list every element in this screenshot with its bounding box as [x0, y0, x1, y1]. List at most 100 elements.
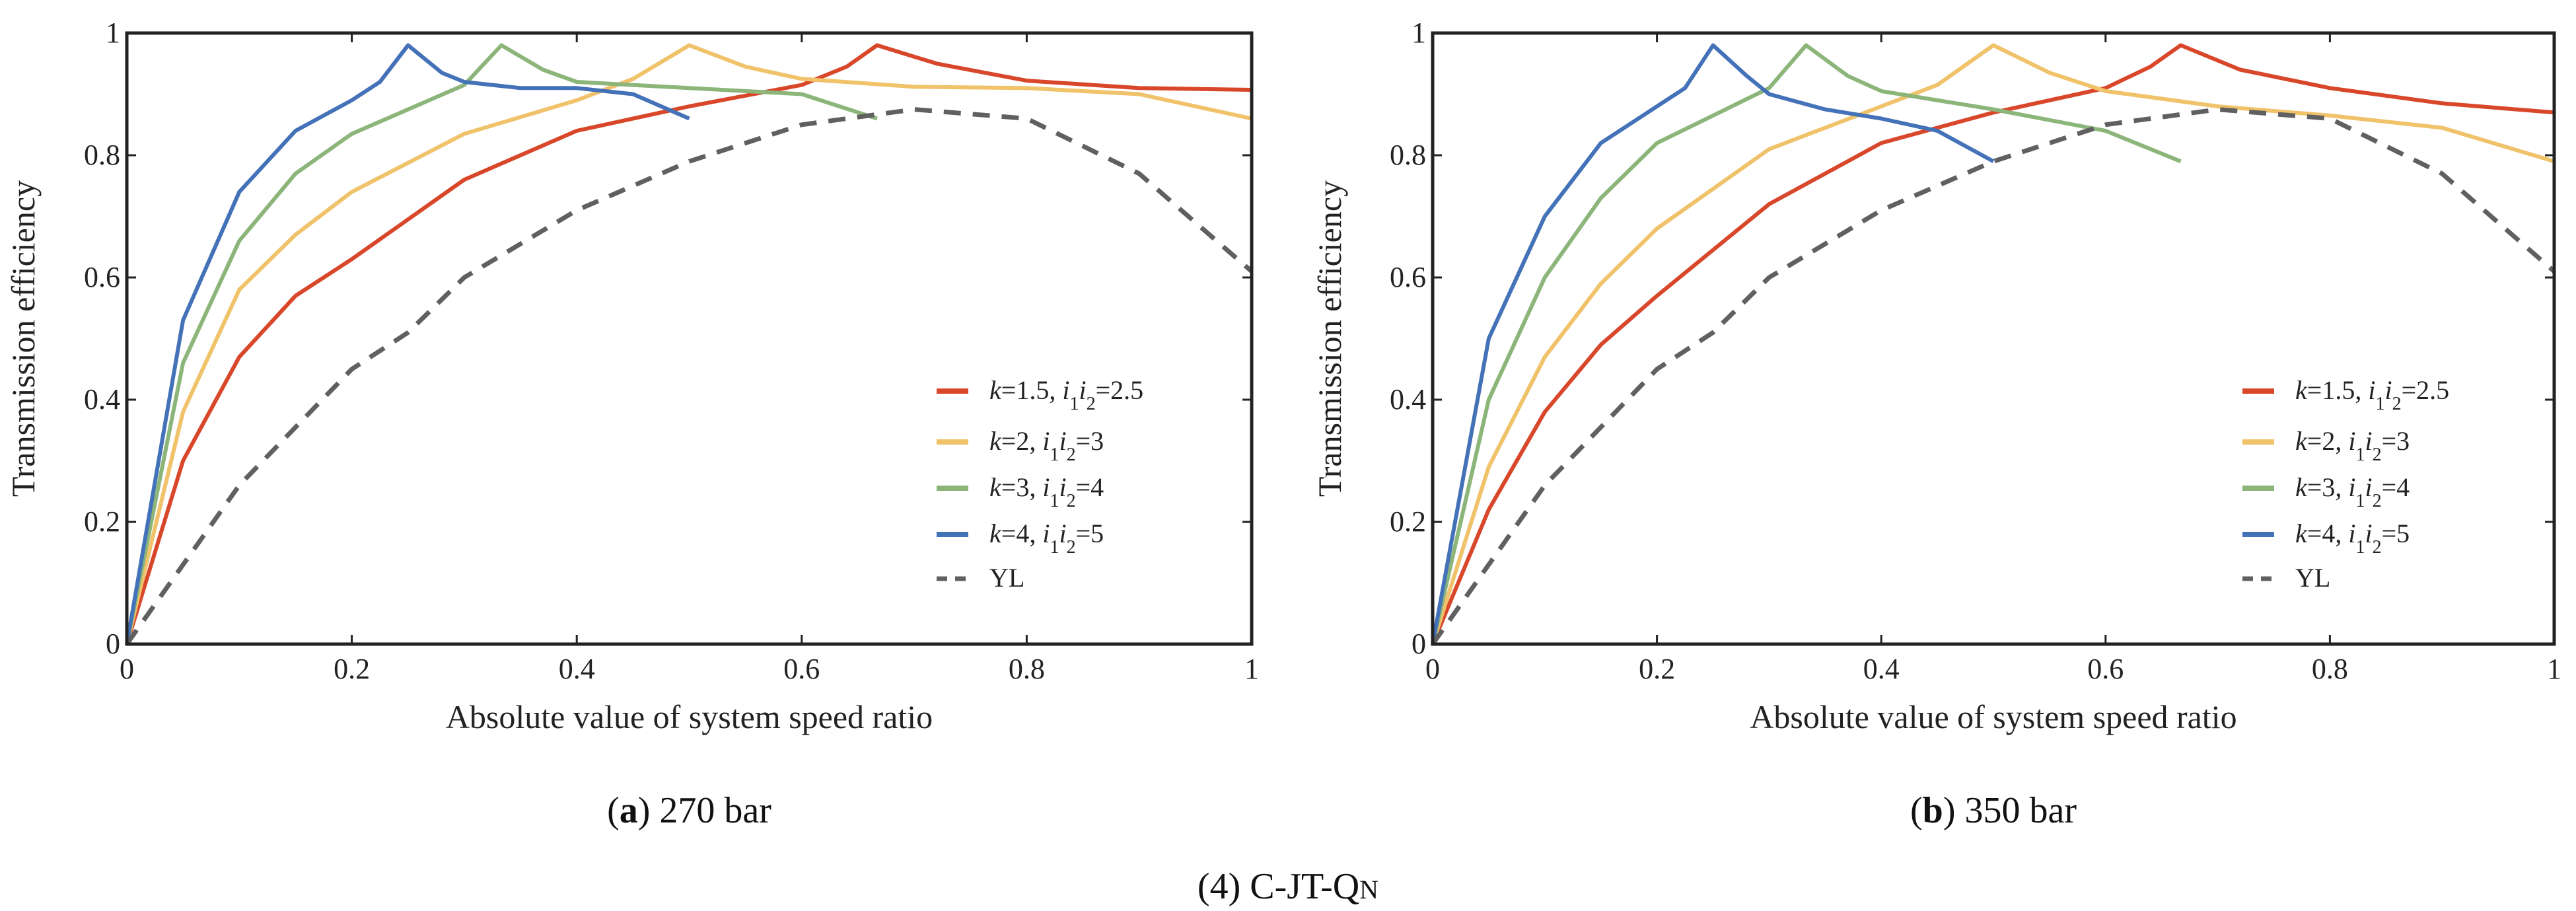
x-tick-label: 0.2	[334, 653, 370, 685]
x-tick-label: 0	[1425, 653, 1440, 685]
legend-label-part: 2	[2392, 394, 2402, 414]
legend-label-part: =4	[2382, 472, 2410, 502]
y-tick-label: 1	[1412, 17, 1426, 49]
legend-label-part: =2,	[1001, 426, 1043, 456]
legend-label-part: 1	[1050, 445, 1059, 465]
legend-label-part: 2	[2373, 537, 2382, 558]
legend-label-part: 1	[2355, 537, 2365, 558]
legend-label-part: 1	[2375, 394, 2384, 414]
legend-label-part: 1	[1050, 537, 1059, 558]
legend-label-part: k	[989, 375, 1002, 405]
y-tick-label: 0.8	[84, 139, 120, 171]
y-tick-label: 0	[106, 628, 120, 660]
x-tick-label: 0.2	[1639, 653, 1675, 685]
legend-label-part: i	[2368, 375, 2375, 405]
legend-label: k=4, i1i2=5	[2295, 519, 2410, 558]
y-tick-label: 0.4	[1390, 383, 1426, 416]
legend-label-part: 1	[2355, 445, 2365, 465]
plot-frame	[1431, 31, 2556, 646]
legend-label-part: i	[1059, 472, 1066, 502]
legend-label-part: =1.5,	[2307, 375, 2369, 405]
legend-label-part: YL	[2295, 563, 2330, 593]
legend-label: k=1.5, i1i2=2.5	[2295, 375, 2449, 414]
chart-panel-b: 0 0.2 0.4 0.6 0.8 100.20.40.60.81k=1.5, i1i2=…	[1311, 17, 2561, 831]
legend-label-part: =5	[2382, 519, 2410, 548]
legend-label-part: i	[1062, 375, 1069, 405]
legend-label-part: i	[2348, 472, 2355, 502]
legend-label-part: i	[1042, 426, 1050, 456]
x-tick-label: 0.4	[559, 653, 595, 685]
legend-label-part: 2	[1067, 491, 1076, 511]
legend-label-part: =3,	[2307, 472, 2349, 502]
legend-label-part: i	[2365, 426, 2372, 456]
x-tick-label: 0.6	[783, 653, 820, 685]
subfigure-text: 270 bar	[650, 790, 771, 831]
legend-label-part: =5	[1076, 519, 1104, 548]
y-tick-label: 0.8	[1390, 139, 1426, 171]
x-axis-label: Absolute value of system speed ratio	[1750, 698, 2236, 735]
x-tick-label: 0.6	[2087, 653, 2124, 685]
subfigure-letter: b	[1923, 790, 1943, 831]
y-axis-label: Transmission efficiency	[1311, 180, 1348, 497]
figure-caption-subscript: N	[1359, 875, 1378, 904]
subfigure-caption: (a) 270 bar	[607, 790, 771, 831]
legend-label-part: k	[2295, 472, 2308, 502]
legend-label-part: k	[2295, 426, 2308, 456]
legend-label-part: i	[1059, 519, 1066, 548]
legend-label-part: =1.5,	[1001, 375, 1063, 405]
x-tick-label: 0.8	[2312, 653, 2348, 685]
legend-label-part: k	[2295, 519, 2308, 548]
plot-frame	[125, 31, 1254, 646]
legend-label: YL	[989, 563, 1024, 593]
series-line-k3	[1431, 43, 2182, 645]
series-line-yl	[1431, 107, 2556, 646]
y-tick-label: 0.6	[1390, 261, 1426, 293]
legend-label: k=3, i1i2=4	[2295, 472, 2410, 511]
y-axis-label: Transmission efficiency	[5, 180, 42, 497]
legend-label-part: =3,	[1001, 472, 1043, 502]
legend-label-part: k	[989, 472, 1002, 502]
legend-label-part: i	[1042, 472, 1050, 502]
series-line-k4	[1431, 43, 1995, 645]
x-tick-label: 1	[2547, 653, 2561, 685]
legend-label-part: i	[1059, 426, 1066, 456]
legend-label-part: 1	[2355, 491, 2365, 511]
subfigure-text: 350 bar	[1955, 790, 2077, 831]
y-tick-label: 0.6	[84, 261, 120, 293]
y-tick-label: 0.2	[84, 505, 120, 538]
y-tick-label: 1	[106, 17, 120, 49]
legend-label: k=2, i1i2=3	[2295, 426, 2410, 465]
y-tick-label: 0.4	[84, 383, 120, 416]
y-tick-label: 0.2	[1390, 505, 1426, 538]
y-tick-label: 0	[1412, 628, 1426, 660]
legend-label-part: 2	[1067, 445, 1076, 465]
legend: k=1.5, i1i2=2.5k=2, i1i2=3k=3, i1i2=4k=4…	[937, 375, 1143, 593]
legend-label-part: =4	[1076, 472, 1104, 502]
legend-label: k=2, i1i2=3	[989, 426, 1104, 465]
legend: k=1.5, i1i2=2.5k=2, i1i2=3k=3, i1i2=4k=4…	[2242, 375, 2449, 593]
legend-label-part: 1	[1050, 491, 1059, 511]
legend-label-part: =2,	[2307, 426, 2349, 456]
x-tick-label: 1	[1244, 653, 1259, 685]
legend-label: k=3, i1i2=4	[989, 472, 1104, 511]
legend-label: k=1.5, i1i2=2.5	[989, 375, 1143, 414]
series-line-yl	[125, 107, 1254, 646]
x-tick-label: 0.4	[1863, 653, 1900, 685]
legend-label-part: k	[2295, 375, 2308, 405]
x-tick-label: 0	[120, 653, 134, 685]
legend-label-part: =2.5	[2402, 375, 2450, 405]
legend-label-part: =4,	[1001, 519, 1043, 548]
x-axis-label: Absolute value of system speed ratio	[446, 698, 933, 735]
series-line-k4	[125, 43, 690, 645]
legend-label-part: =3	[2382, 426, 2410, 456]
legend-label-part: =4,	[2307, 519, 2349, 548]
legend-label-part: 2	[2373, 445, 2382, 465]
legend-label-part: 2	[2373, 491, 2382, 511]
legend-label-part: i	[2365, 519, 2372, 548]
subfigure-caption: (b) 350 bar	[1910, 790, 2077, 831]
figure-caption: (4) C-JT-QN	[1198, 866, 1378, 907]
chart-panel-a: 0 0.2 0.4 0.6 0.8 100.20.40.60.81k=1.5, i1i2=…	[5, 17, 1259, 831]
legend-label-part: =3	[1076, 426, 1104, 456]
series-line-k3	[125, 43, 878, 645]
legend-label: k=4, i1i2=5	[989, 519, 1104, 558]
